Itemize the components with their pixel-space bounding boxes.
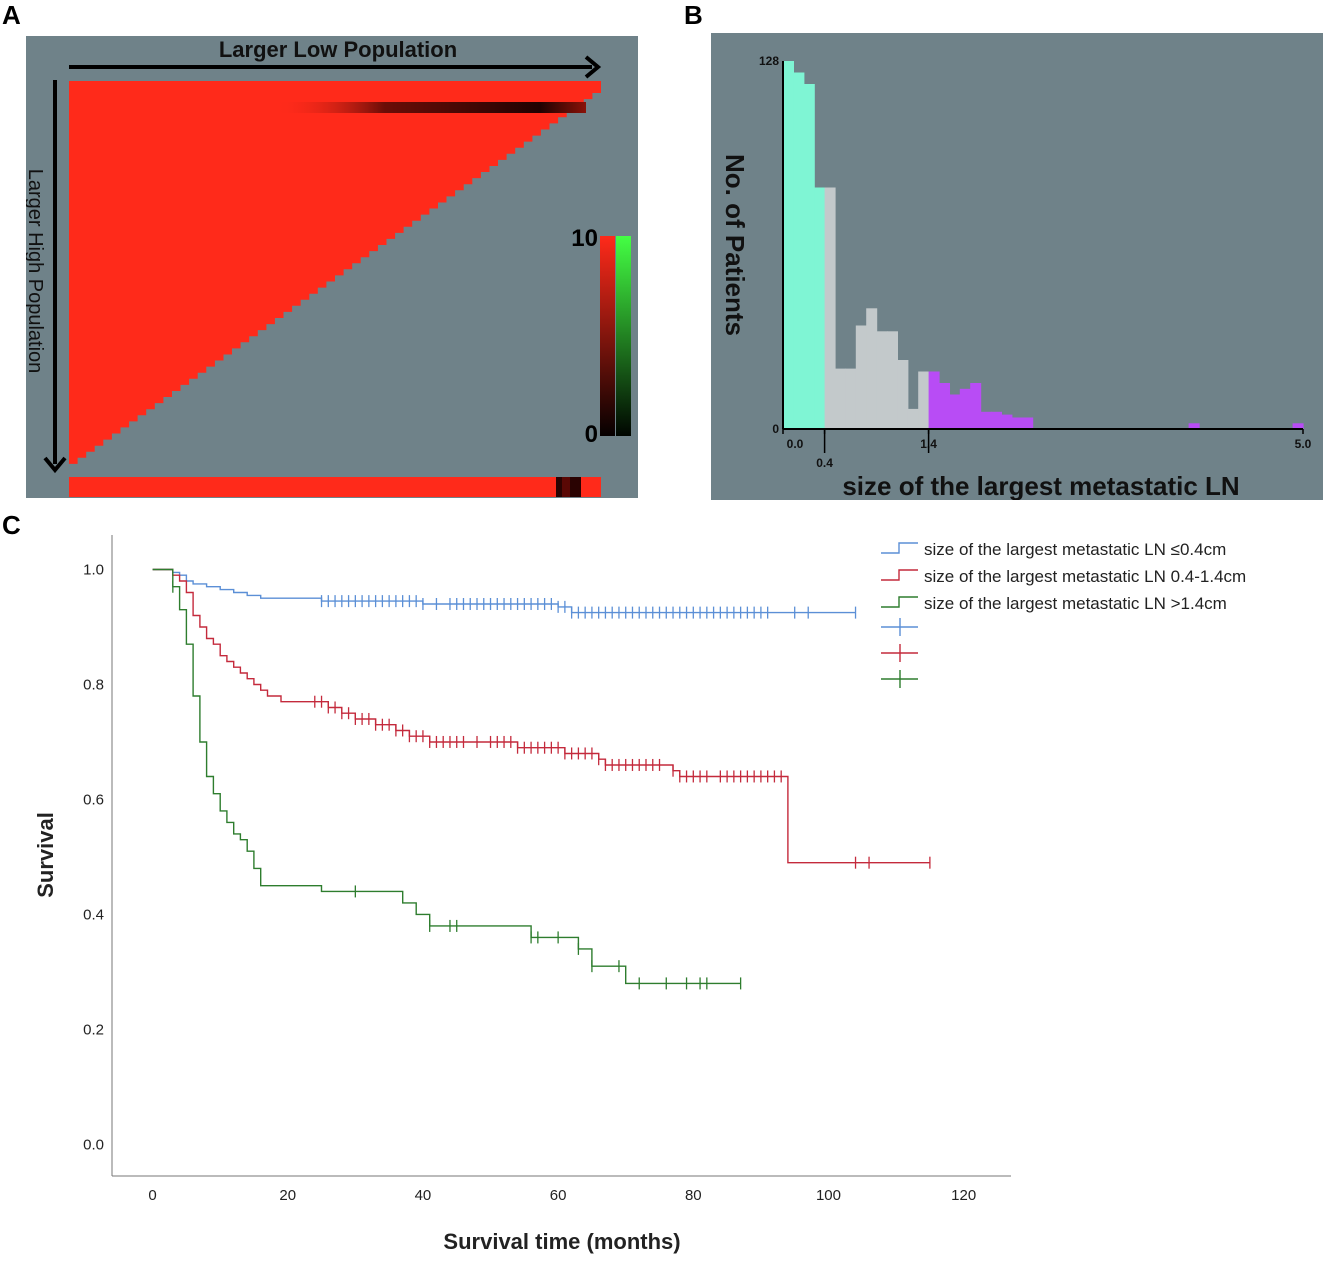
km-legend-label-red: size of the largest metastatic LN 0.4-1.… xyxy=(924,567,1246,586)
histogram-y-tick-label-1: 128 xyxy=(759,54,779,68)
histogram-bar-11 xyxy=(897,360,909,429)
km-x-tick-0: 0 xyxy=(148,1187,156,1204)
histogram-bar-13 xyxy=(918,371,930,429)
km-x-tick-1: 20 xyxy=(279,1187,296,1204)
histogram-bar-1 xyxy=(793,72,805,429)
colorbar-red xyxy=(600,236,615,436)
panel-label-c: C xyxy=(2,510,21,540)
histogram-bar-15 xyxy=(939,383,950,429)
histogram-bar-5 xyxy=(835,368,846,429)
histogram-bar-7 xyxy=(855,325,867,429)
km-curve-blue xyxy=(152,568,856,614)
histogram-x-tick-label-3: 5.0 xyxy=(1295,437,1312,451)
histogram-bar-4 xyxy=(824,187,836,429)
km-y-tick-0: 0.0 xyxy=(83,1136,104,1153)
km-x-tick-4: 80 xyxy=(685,1187,702,1204)
km-legend: size of the largest metastatic LN ≤0.4cm… xyxy=(881,540,1246,688)
histogram-bar-14 xyxy=(928,371,940,429)
histogram-bar-2 xyxy=(803,84,815,429)
histogram-bar-0 xyxy=(783,61,794,429)
km-x-label: Survival time (months) xyxy=(443,1229,680,1254)
km-x-tick-5: 100 xyxy=(816,1187,841,1204)
km-curve-red xyxy=(152,568,930,864)
km-legend-label-blue: size of the largest metastatic LN ≤0.4cm xyxy=(924,540,1226,559)
panel-b-histogram: 0.0 0.4 1.4 5.0 0 128 No. of Patients size of… xyxy=(711,33,1323,501)
histogram-bars xyxy=(783,61,1304,430)
y-arrow-label: Larger High Population xyxy=(26,169,46,374)
histogram-x-tick-label-1: 0.4 xyxy=(816,456,833,470)
histogram-bar-16 xyxy=(949,394,961,429)
km-plot-svg: 0 20 40 60 80 100 120 0.0 0.2 0.4 0.6 0.8 1.0 size o… xyxy=(33,535,1246,1254)
histogram-bar-8 xyxy=(866,308,878,430)
km-y-tick-3: 0.6 xyxy=(83,791,104,808)
colorbar-max-label: 10 xyxy=(571,225,598,252)
x-arrow-label: Larger Low Population xyxy=(219,37,457,62)
heatmap-dark-streak xyxy=(276,102,586,113)
histogram-bar-23 xyxy=(1022,417,1034,429)
histogram-y-tick-label-0: 0 xyxy=(772,422,779,436)
histogram-bar-10 xyxy=(887,331,898,430)
histogram-bar-17 xyxy=(959,388,971,430)
heatmap-triangle xyxy=(69,81,601,470)
panel-label-b: B xyxy=(684,0,703,30)
km-x-tick-6: 120 xyxy=(951,1187,976,1204)
km-y-tick-4: 0.8 xyxy=(83,676,104,693)
km-curve-green xyxy=(152,568,741,985)
x-arrow-head xyxy=(584,55,602,79)
y-arrow-head xyxy=(43,456,67,474)
panel-a-svg: Larger Low Population Larger High Popula… xyxy=(24,37,631,497)
km-y-tick-5: 1.0 xyxy=(83,561,104,578)
histogram-bar-9 xyxy=(876,331,888,430)
histogram-bar-21 xyxy=(1001,414,1013,429)
km-x-tick-3: 60 xyxy=(550,1187,567,1204)
km-y-label: Survival xyxy=(33,812,58,898)
histogram-bar-6 xyxy=(845,368,857,429)
km-tick-labels: 0 20 40 60 80 100 120 0.0 0.2 0.4 0.6 0.8 1.0 xyxy=(83,561,976,1204)
histogram-x-label: size of the largest metastatic LN xyxy=(842,471,1239,500)
panel-a-heatmap: Larger Low Population Larger High Popula… xyxy=(24,36,638,498)
heatmap-bottom-bar-mark xyxy=(562,477,570,497)
km-curves xyxy=(152,568,931,990)
km-legend-line-blue xyxy=(881,542,918,554)
histogram-bar-24 xyxy=(1188,423,1200,430)
histogram-bar-19 xyxy=(980,411,992,430)
km-y-tick-2: 0.4 xyxy=(83,906,104,923)
km-x-tick-2: 40 xyxy=(415,1187,432,1204)
histogram-bar-25 xyxy=(1292,423,1304,430)
colorbar-green xyxy=(616,236,631,436)
colorbar-min-label: 0 xyxy=(585,421,598,448)
histogram-x-tick-label-0: 0.0 xyxy=(787,437,804,451)
histogram-bar-18 xyxy=(970,383,982,429)
km-legend-line-red xyxy=(881,569,918,581)
histogram-bar-20 xyxy=(991,411,1002,430)
km-y-tick-1: 0.2 xyxy=(83,1021,104,1038)
heatmap-bottom-bar xyxy=(69,477,601,497)
km-legend-label-green: size of the largest metastatic LN >1.4cm xyxy=(924,594,1227,613)
histogram-bar-3 xyxy=(814,187,826,429)
km-legend-line-green xyxy=(881,596,918,608)
histogram-bar-12 xyxy=(907,408,919,429)
histogram-y-label: No. of Patients xyxy=(720,154,750,336)
panel-label-a: A xyxy=(2,0,21,30)
histogram-bar-22 xyxy=(1011,417,1023,429)
